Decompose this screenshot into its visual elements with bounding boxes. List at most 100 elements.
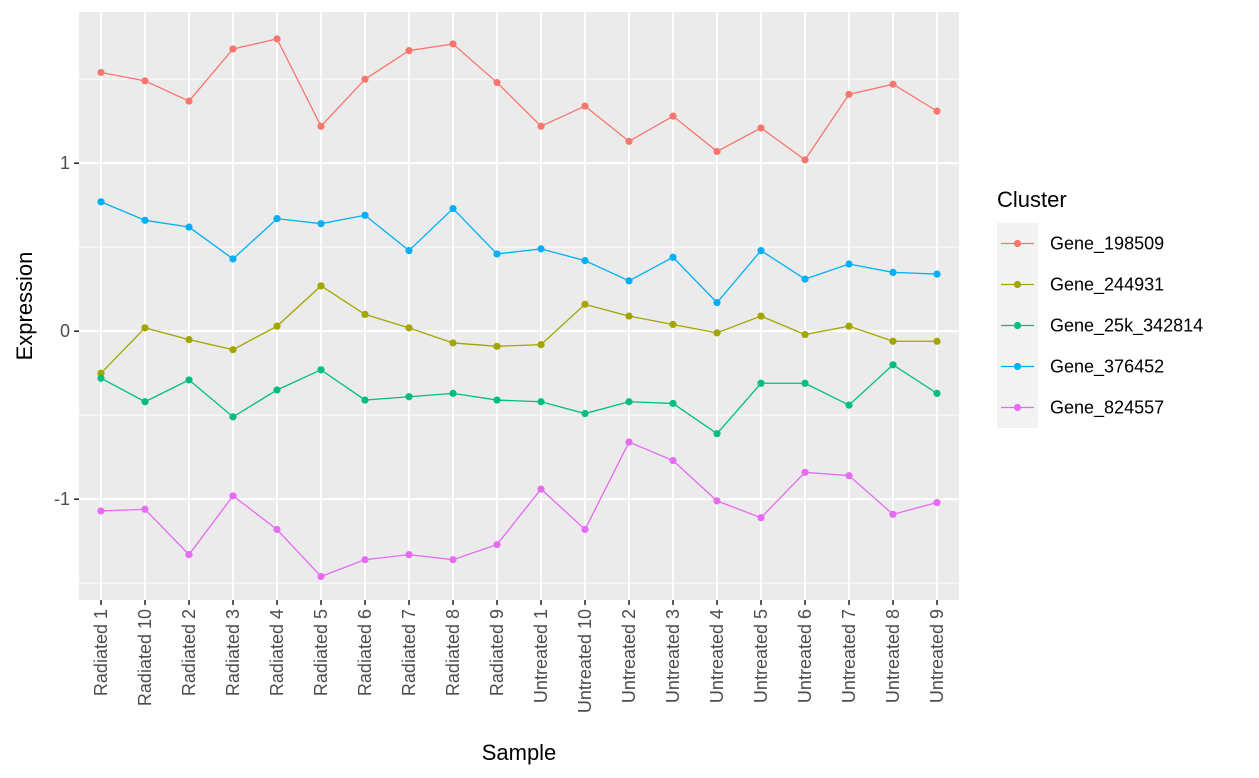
x-tick-label: Radiated 2 <box>179 609 199 696</box>
data-point <box>889 268 897 276</box>
data-point <box>361 310 369 318</box>
data-point <box>581 257 589 265</box>
data-point <box>845 90 853 98</box>
data-point <box>889 361 897 369</box>
data-point <box>405 246 413 255</box>
data-point <box>185 223 193 231</box>
data-point <box>317 282 325 290</box>
data-point <box>933 337 941 345</box>
data-point <box>449 556 457 564</box>
data-point <box>757 312 765 320</box>
data-point <box>141 398 149 406</box>
data-point <box>713 497 721 505</box>
data-point <box>801 330 809 339</box>
data-point <box>273 525 281 534</box>
data-point <box>845 260 853 268</box>
data-point <box>493 396 501 404</box>
data-point <box>361 556 369 564</box>
legend-label: Gene_376452 <box>1050 357 1164 378</box>
data-point <box>273 215 281 223</box>
data-point <box>581 102 589 110</box>
data-point <box>317 220 325 228</box>
legend-item: Gene_244931 <box>997 264 1164 305</box>
data-point <box>933 389 941 397</box>
data-point <box>405 393 413 401</box>
data-point <box>757 514 765 522</box>
data-point <box>801 275 809 283</box>
x-tick-label: Untreated 5 <box>751 609 771 703</box>
data-point <box>185 97 193 105</box>
data-point <box>141 77 149 85</box>
series-line <box>100 363 938 435</box>
data-point <box>273 322 281 330</box>
legend-title: Cluster <box>997 187 1067 212</box>
data-point <box>185 376 193 384</box>
data-point <box>537 245 545 253</box>
x-tick-label: Untreated 9 <box>927 609 947 703</box>
x-tick-label: Radiated 5 <box>311 609 331 696</box>
x-tick-label: Untreated 2 <box>619 609 639 703</box>
legend-label: Gene_824557 <box>1050 398 1164 419</box>
data-point <box>449 204 457 213</box>
data-point <box>493 540 501 549</box>
x-tick-label: Radiated 1 <box>91 609 111 696</box>
data-point <box>801 379 809 387</box>
legend-label: Gene_244931 <box>1050 275 1164 296</box>
data-point <box>757 379 765 387</box>
data-point <box>273 386 281 394</box>
data-point <box>405 551 413 559</box>
data-point <box>361 211 369 219</box>
data-point <box>581 300 589 308</box>
data-point <box>449 389 457 397</box>
data-point <box>581 409 589 418</box>
data-point <box>229 413 237 421</box>
data-point <box>845 322 853 330</box>
data-point <box>537 122 545 130</box>
legend-key-point <box>1013 280 1022 289</box>
data-point <box>845 401 853 409</box>
x-tick-label: Radiated 6 <box>355 609 375 696</box>
data-point <box>625 277 633 285</box>
x-tick-label: Untreated 8 <box>883 609 903 703</box>
y-axis-title: Expression <box>12 252 37 361</box>
data-point <box>625 438 633 446</box>
data-point <box>361 75 369 83</box>
data-point <box>537 341 545 349</box>
data-point <box>273 35 281 43</box>
data-point <box>405 324 413 332</box>
data-point <box>97 68 105 77</box>
data-point <box>713 329 721 337</box>
data-point <box>713 430 721 438</box>
legend: Cluster Gene_198509 Gene_244931 Gene_25k_3… <box>997 187 1203 428</box>
data-point <box>845 472 853 480</box>
y-tick-label: 0 <box>60 321 70 341</box>
data-point <box>669 320 677 329</box>
legend-item: Gene_824557 <box>997 387 1164 428</box>
x-tick-label: Radiated 3 <box>223 609 243 696</box>
data-point <box>581 525 589 534</box>
data-point <box>97 369 105 377</box>
legend-key-point <box>1013 362 1022 371</box>
plot-panel <box>79 12 959 600</box>
data-point <box>97 507 105 515</box>
series-gene-376452 <box>97 198 941 307</box>
data-point <box>669 112 677 120</box>
data-point <box>757 124 765 132</box>
data-point <box>537 485 545 493</box>
data-point <box>933 107 941 115</box>
legend-item: Gene_198509 <box>997 223 1164 264</box>
data-point <box>493 78 501 87</box>
data-point <box>185 336 193 344</box>
series-line <box>100 441 938 578</box>
data-point <box>493 250 501 258</box>
data-point <box>405 47 413 55</box>
x-tick-label: Radiated 9 <box>487 609 507 696</box>
data-point <box>449 40 457 48</box>
legend-item: Gene_376452 <box>997 346 1164 387</box>
data-point <box>757 246 765 255</box>
data-point <box>449 339 457 347</box>
data-point <box>141 505 149 513</box>
data-point <box>317 572 325 581</box>
data-point <box>185 551 193 559</box>
